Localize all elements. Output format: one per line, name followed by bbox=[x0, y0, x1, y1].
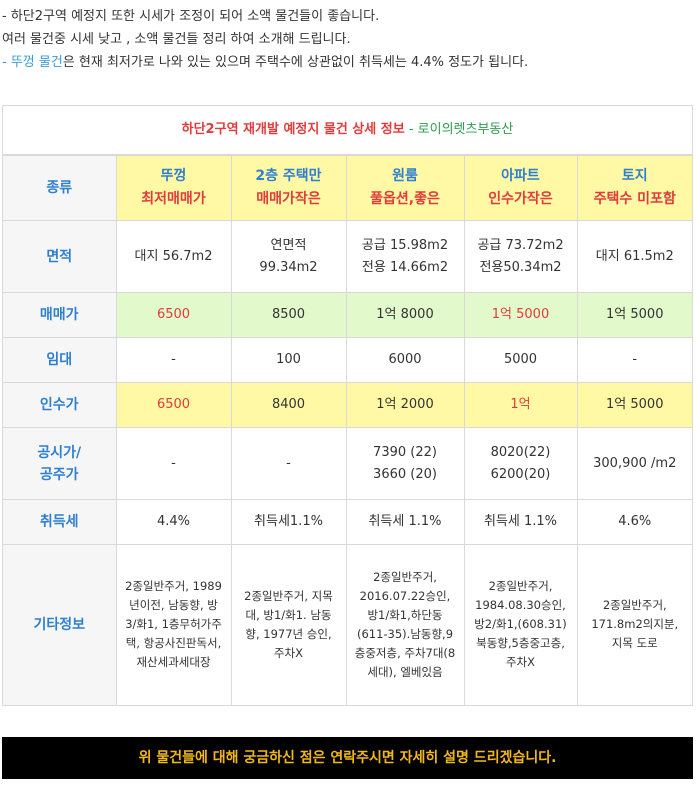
tax-row: 취득세 4.4% 취득세1.1% 취득세 1.1% 취득세 1.1% 4.6% bbox=[3, 499, 692, 545]
intro-text: - 하단2구역 예정지 또한 시세가 조정이 되어 소액 물건들이 좋습니다. … bbox=[2, 5, 692, 74]
table-cell: 300,900 /m2 bbox=[576, 427, 692, 500]
table-cell: 대지 56.7m2 bbox=[115, 220, 232, 293]
table-cell: 4.6% bbox=[576, 499, 692, 545]
row-label-line: 공주가 bbox=[39, 466, 79, 483]
table-cell: - bbox=[576, 337, 692, 383]
row-label-line: 공시가/ bbox=[37, 444, 82, 461]
table-cell: 8020(22) 6200(20) bbox=[463, 427, 578, 500]
cell-line: 7390 (22) bbox=[373, 444, 437, 460]
table-cell: 취득세 1.1% bbox=[345, 499, 465, 545]
caption-title: 하단2구역 재개발 예정지 물건 상세 정보 bbox=[181, 122, 405, 137]
table-cell: 대지 61.5m2 bbox=[576, 220, 692, 293]
column-header-subtitle: 매매가작은 bbox=[256, 191, 321, 207]
column-header-subtitle: 인수가작은 bbox=[488, 191, 553, 207]
row-label-misc-info: 기타정보 bbox=[3, 544, 117, 705]
table-cell: - bbox=[115, 427, 232, 500]
intro-line-2: 여러 물건중 시세 낮고 , 소액 물건들 정리 하여 소개해 드립니다. bbox=[2, 32, 351, 47]
caption-subtitle: 로이의렛츠부동산 bbox=[417, 122, 514, 137]
intro-line-1: - 하단2구역 예정지 또한 시세가 조정이 되어 소액 물건들이 좋습니다. bbox=[2, 9, 380, 24]
cell-line: 300,900 /m2 bbox=[593, 455, 677, 471]
cell-line: 8020(22) bbox=[490, 444, 551, 460]
intro-line-3-prefix: - bbox=[2, 55, 11, 70]
column-header-title: 2층 주택만 bbox=[255, 168, 322, 184]
table-cell: 2종일반주거, 1989년이전, 남동향, 방3/화1, 1층무허가주택, 항공… bbox=[115, 544, 232, 705]
row-label-area: 면적 bbox=[3, 220, 117, 293]
cell-line: 대지 56.7m2 bbox=[134, 248, 213, 264]
cell-line: 6200(20) bbox=[490, 466, 551, 482]
cell-line: 대지 61.5m2 bbox=[595, 248, 674, 264]
cell-line: 3660 (20) bbox=[373, 466, 437, 482]
table-cell: - bbox=[230, 427, 347, 500]
row-label-takeover: 인수가 bbox=[3, 382, 117, 428]
table-cell: 2종일반주거, 171.8m2의지분, 지목 도로 bbox=[576, 544, 692, 705]
price-row: 매매가 6500 8500 1억 8000 1억 5000 1억 5000 bbox=[3, 292, 692, 338]
table-cell: 공급 73.72m2 전용50.34m2 bbox=[463, 220, 578, 293]
table-cell: 4.4% bbox=[115, 499, 232, 545]
area-row: 면적 대지 56.7m2 연면적 99.34m2 공급 15.98m2 전용 14.… bbox=[3, 220, 692, 293]
table-cell: 연면적 99.34m2 bbox=[230, 220, 347, 293]
column-header-subtitle: 주택수 미포함 bbox=[593, 191, 676, 207]
table-cell: - bbox=[115, 337, 232, 383]
table-cell: 6500 bbox=[115, 292, 232, 338]
cell-line: - bbox=[286, 455, 291, 471]
table-cell: 1억 5000 bbox=[463, 292, 578, 338]
column-header-title: 토지 bbox=[621, 168, 648, 184]
row-label-price: 매매가 bbox=[3, 292, 117, 338]
intro-line-3-rest: 은 현재 최저가로 나와 있는 있으며 주택수에 상관없이 취득세는 4.4% … bbox=[62, 55, 529, 70]
table-cell: 1억 5000 bbox=[576, 292, 692, 338]
row-label-rent: 임대 bbox=[3, 337, 117, 383]
table-cell: 2종일반주거, 지목 대, 방1/화1. 남동향, 1977년 승인, 주차X bbox=[230, 544, 347, 705]
table-cell: 8400 bbox=[230, 382, 347, 428]
cell-line: 99.34m2 bbox=[259, 259, 318, 275]
table-cell: 1억 2000 bbox=[345, 382, 465, 428]
cell-line: 공급 73.72m2 bbox=[477, 237, 564, 253]
table-cell: 6500 bbox=[115, 382, 232, 428]
cell-line: 연면적 bbox=[270, 237, 307, 253]
takeover-row: 인수가 6500 8400 1억 2000 1억 1억 5000 bbox=[3, 382, 692, 428]
column-header-subtitle: 최저매매가 bbox=[141, 191, 206, 207]
caption-separator: - bbox=[404, 122, 418, 137]
intro-line-3: - 뚜껑 물건은 현재 최저가로 나와 있는 있으며 주택수에 상관없이 취득세… bbox=[2, 51, 692, 74]
table-cell: 1억 bbox=[463, 382, 578, 428]
table-cell: 1억 5000 bbox=[576, 382, 692, 428]
cell-line: - bbox=[171, 455, 176, 471]
column-header-title: 뚜껑 bbox=[160, 168, 187, 184]
column-header-title: 원룸 bbox=[392, 168, 418, 184]
row-label-official-price: 공시가/공주가 bbox=[3, 427, 117, 500]
row-label-tax: 취득세 bbox=[3, 499, 117, 545]
cell-line: 전용50.34m2 bbox=[479, 259, 562, 275]
table-cell: 2종일반주거, 1984.08.30승인, 방2/화1,(608.31) 북동향… bbox=[463, 544, 578, 705]
row-label-type: 종류 bbox=[3, 155, 117, 221]
table-cell: 7390 (22) 3660 (20) bbox=[345, 427, 465, 500]
table-caption: 하단2구역 재개발 예정지 물건 상세 정보 - 로이의렛츠부동산 bbox=[3, 106, 692, 155]
table-cell: 6000 bbox=[345, 337, 465, 383]
column-header-title: 아파트 bbox=[501, 168, 540, 184]
table-cell: 5000 bbox=[463, 337, 578, 383]
table-cell: 2종일반주거, 2016.07.22승인, 방1/화1,하단동(611-35).… bbox=[345, 544, 465, 705]
table-cell: 공급 15.98m2 전용 14.66m2 bbox=[345, 220, 465, 293]
cell-line: 전용 14.66m2 bbox=[361, 259, 449, 275]
misc-info-row: 기타정보 2종일반주거, 1989년이전, 남동향, 방3/화1, 1층무허가주… bbox=[3, 544, 692, 705]
rent-row: 임대 - 100 6000 5000 - bbox=[3, 337, 692, 383]
column-header-subtitle: 풀옵션,좋은 bbox=[370, 191, 440, 207]
table-cell: 취득세1.1% bbox=[230, 499, 347, 545]
table-cell: 100 bbox=[230, 337, 347, 383]
table-cell: 1억 8000 bbox=[345, 292, 465, 338]
intro-line-3-highlight: 뚜껑 물건 bbox=[10, 55, 63, 70]
table-cell: 8500 bbox=[230, 292, 347, 338]
table-cell: 취득세 1.1% bbox=[463, 499, 578, 545]
cell-line: 공급 15.98m2 bbox=[361, 237, 449, 253]
official-price-row: 공시가/공주가 - - 7390 (22) 3660 (20) 8020(22) 6… bbox=[3, 427, 692, 500]
contact-banner: 위 물건들에 대해 궁금하신 점은 연락주시면 자세히 설명 드리겠습니다. bbox=[2, 737, 693, 779]
